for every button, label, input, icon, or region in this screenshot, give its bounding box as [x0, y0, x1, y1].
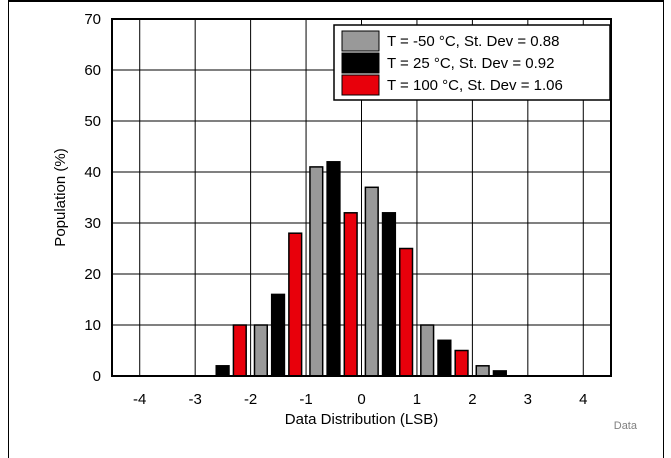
x-tick-label: 2 — [468, 391, 476, 408]
x-tick-label: 0 — [357, 391, 365, 408]
y-tick-label: 20 — [84, 266, 101, 283]
y-tick-label: 30 — [84, 215, 101, 232]
bar — [381, 212, 397, 377]
x-tick-label: 1 — [413, 391, 421, 408]
bar — [475, 365, 490, 377]
bar — [232, 324, 247, 377]
y-axis-title: Population (%) — [52, 148, 69, 246]
legend: T = -50 °C, St. Dev = 0.88 T = 25 °C, St.… — [333, 24, 611, 101]
y-tick-label: 50 — [84, 113, 101, 130]
y-tick-label: 0 — [93, 368, 101, 385]
bar — [215, 365, 230, 377]
bar — [454, 349, 469, 377]
legend-entry: T = 25 °C, St. Dev = 0.92 — [387, 55, 554, 72]
corner-label: Data — [614, 420, 638, 432]
bar — [326, 161, 341, 377]
y-tick-label: 10 — [84, 317, 101, 334]
frame-left-border — [8, 0, 9, 458]
x-tick-label: -1 — [299, 391, 312, 408]
legend-swatch — [341, 74, 380, 96]
y-tick-label: 70 — [84, 11, 101, 28]
bar — [270, 293, 286, 377]
plot-area-border — [111, 18, 612, 377]
bars — [215, 161, 507, 377]
bar — [437, 339, 452, 377]
x-tick-label: 4 — [579, 391, 587, 408]
x-tick-label: -2 — [244, 391, 257, 408]
y-tick-label: 40 — [84, 164, 101, 181]
y-tick-labels: 0 10 20 30 40 50 60 70 — [84, 11, 101, 385]
bar — [399, 247, 414, 377]
bar — [253, 324, 268, 377]
legend-entry: T = 100 °C, St. Dev = 1.06 — [387, 77, 563, 94]
legend-box — [333, 24, 611, 101]
legend-swatch — [341, 30, 380, 52]
x-axis-title: Data Distribution (LSB) — [285, 411, 438, 428]
x-tick-label: -3 — [188, 391, 201, 408]
x-tick-label: -4 — [133, 391, 146, 408]
bar — [420, 324, 435, 377]
bar — [343, 212, 358, 377]
bar — [288, 232, 303, 377]
x-tick-labels: -4 -3 -2 -1 0 1 2 3 4 — [133, 391, 587, 408]
x-tick-label: 3 — [524, 391, 532, 408]
frame-right-border — [663, 0, 664, 458]
frame-top-border — [8, 0, 664, 2]
legend-swatch — [341, 52, 380, 74]
bar — [309, 166, 324, 377]
legend-entry: T = -50 °C, St. Dev = 0.88 — [387, 33, 559, 50]
bar — [364, 186, 379, 377]
y-tick-label: 60 — [84, 62, 101, 79]
